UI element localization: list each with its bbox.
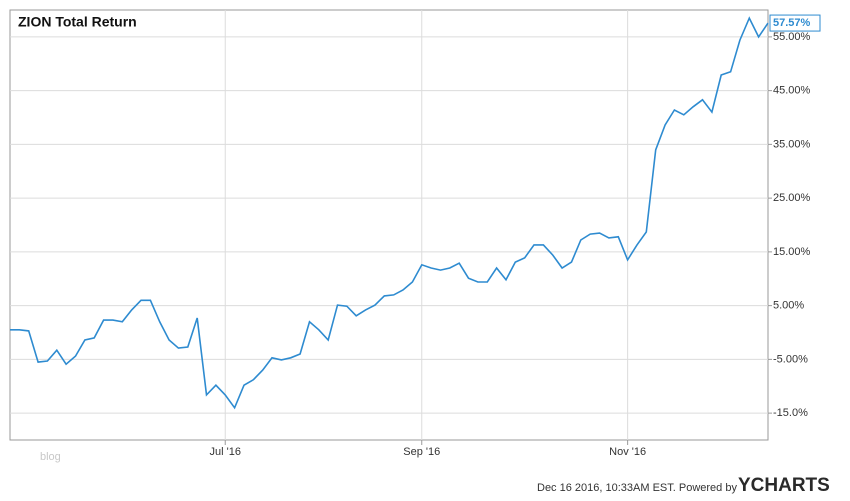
y-tick-label: 35.00% <box>773 138 811 150</box>
brand-logo: YCHARTS <box>738 475 830 496</box>
chart-title: ZION Total Return <box>18 14 137 30</box>
x-tick-label: Nov '16 <box>609 446 646 458</box>
value-label-box <box>769 14 821 32</box>
y-tick-label: 45.00% <box>773 85 811 97</box>
y-tick-label: 15.00% <box>773 246 811 258</box>
y-tick-label: 55.00% <box>773 31 811 43</box>
y-tick-label: 5.00% <box>773 300 804 312</box>
watermark: blog <box>40 451 61 463</box>
value-label: 57.57% <box>773 17 811 29</box>
x-tick-label: Sep '16 <box>403 446 440 458</box>
plot-area <box>9 9 769 441</box>
x-tick-label: Jul '16 <box>210 446 241 458</box>
timestamp: Dec 16 2016, 10:33AM EST. Powered by <box>537 482 737 494</box>
y-tick-label: -5.00% <box>773 353 808 365</box>
line-series <box>10 16 769 410</box>
y-tick-label: 25.00% <box>773 192 811 204</box>
y-tick-label: -15.0% <box>773 407 808 419</box>
